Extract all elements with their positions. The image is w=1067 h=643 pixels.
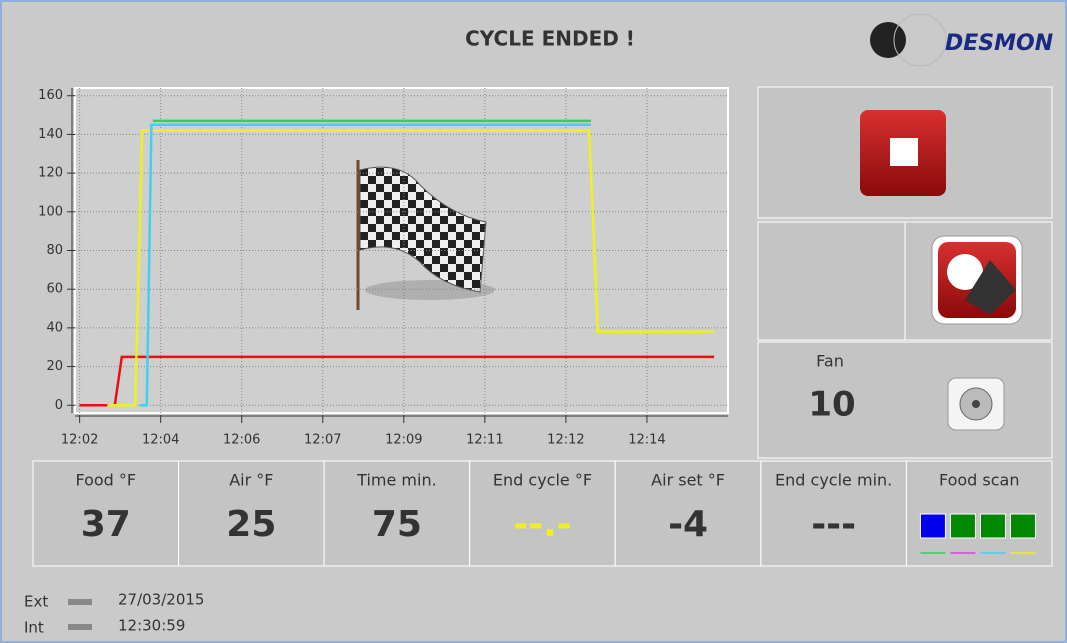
x-tick-label: 12:04 — [142, 433, 179, 448]
tile — [469, 460, 616, 567]
chart: 0 20 40 60 80 100 120 140 160 12:02 12:04 12:06 12:0… — [38, 88, 728, 448]
series-line — [79, 355, 715, 407]
brand: DESMON — [945, 31, 1053, 56]
y-tick-label: 100 — [38, 204, 63, 219]
tile — [614, 460, 762, 567]
series-line — [107, 129, 715, 407]
fan-value: 10 — [808, 385, 855, 425]
y-tick-label: 120 — [38, 166, 63, 181]
tile-label: Food °F — [75, 471, 136, 490]
int-indicator — [68, 624, 92, 630]
tile — [178, 460, 325, 567]
scan-square — [919, 513, 946, 539]
x-tick-label: 12:11 — [466, 433, 503, 448]
tile-value: 37 — [81, 504, 131, 545]
tile-value: 75 — [372, 504, 422, 545]
fan-button[interactable] — [947, 377, 1005, 431]
tile-label: Air set °F — [651, 471, 725, 490]
tile — [323, 460, 471, 567]
date: 27/03/2015 — [118, 591, 204, 609]
flag — [356, 160, 495, 310]
tile-value: --- — [811, 504, 856, 545]
logo: DESMON — [870, 13, 1053, 67]
scan-square — [979, 513, 1006, 539]
fan-panel — [757, 341, 1053, 459]
y-tick-label: 60 — [46, 282, 63, 297]
x-tick-label: 12:06 — [223, 433, 260, 448]
tile-label: End cycle min. — [775, 471, 892, 490]
scan-square — [949, 513, 976, 539]
tile-label: Food scan — [939, 471, 1020, 490]
x-tick-label: 12:09 — [385, 433, 422, 448]
y-tick-label: 140 — [38, 127, 63, 142]
x-tick-label: 12:07 — [304, 433, 341, 448]
series-line — [139, 123, 591, 407]
y-tick-label: 40 — [46, 320, 63, 335]
tile-value: --.- — [513, 504, 572, 545]
ext-indicator — [68, 599, 92, 605]
tile — [760, 460, 907, 567]
title: CYCLE ENDED ! — [465, 27, 635, 51]
tiles: Food °F 37 Air °F 25 Time min. 75 End cycle °F… — [32, 460, 1053, 567]
fan-label: Fan — [816, 352, 844, 371]
x-tick-label: 12:12 — [547, 433, 584, 448]
tile-label: End cycle °F — [493, 471, 592, 490]
ext-label: Ext — [24, 593, 48, 611]
y-tick-label: 0 — [55, 398, 63, 413]
int-label: Int — [24, 619, 44, 637]
mode-button[interactable] — [904, 221, 1053, 341]
stop-button[interactable] — [757, 86, 1053, 219]
scan-square — [1009, 513, 1036, 539]
x-tick-label: 12:02 — [61, 433, 98, 448]
empty-cell — [757, 221, 906, 341]
tile-value: -4 — [668, 504, 708, 545]
x-tick-label: 12:14 — [628, 433, 665, 448]
y-tick-label: 20 — [46, 359, 63, 374]
tile-label: Air °F — [229, 471, 273, 490]
time: 12:30:59 — [118, 617, 185, 635]
tile-value: 25 — [226, 504, 276, 545]
y-tick-label: 160 — [38, 88, 63, 103]
tile-label: Time min. — [356, 471, 437, 490]
y-tick-label: 80 — [46, 243, 63, 258]
